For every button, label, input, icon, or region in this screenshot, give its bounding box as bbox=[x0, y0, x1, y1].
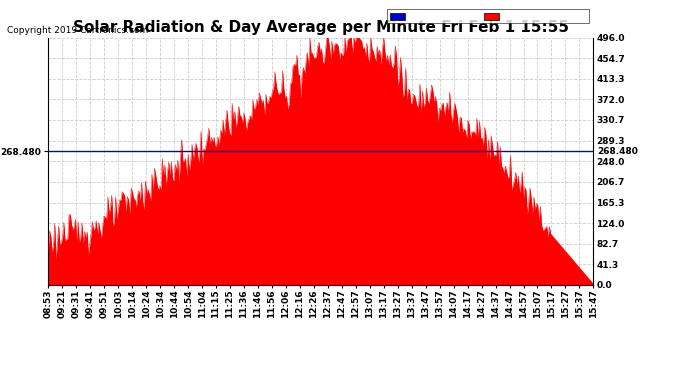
Text: Copyright 2019 Cartronics.com: Copyright 2019 Cartronics.com bbox=[7, 26, 148, 35]
Title: Solar Radiation & Day Average per Minute Fri Feb 1 15:55: Solar Radiation & Day Average per Minute… bbox=[73, 20, 569, 35]
Text: 268.480: 268.480 bbox=[598, 147, 638, 156]
Legend: Median (w/m2), Radiation (w/m2): Median (w/m2), Radiation (w/m2) bbox=[387, 9, 589, 24]
